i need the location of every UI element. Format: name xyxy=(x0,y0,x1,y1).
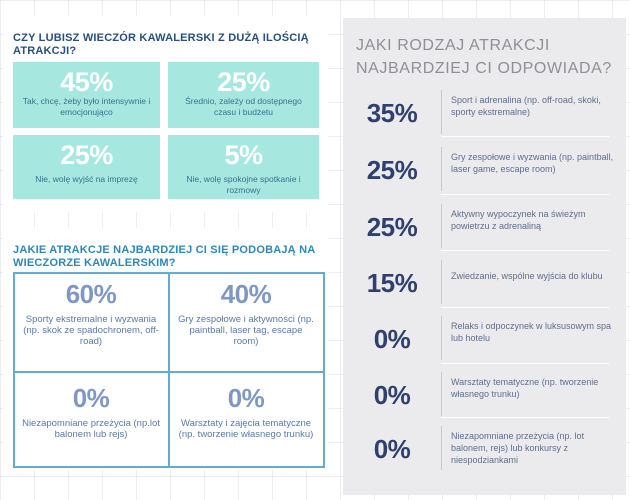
question3-row: 35% Sport i adrenalina (np. off-road, sk… xyxy=(343,90,626,146)
option-percentage: 60% xyxy=(65,279,117,309)
option-percentage: 25% xyxy=(60,140,113,170)
option-label: Średnio, zależy od dostępnego czasu i bu… xyxy=(185,96,302,117)
option-label: Relaks i odpoczynek w luksusowym spa lub… xyxy=(451,321,612,343)
row-divider xyxy=(441,417,609,418)
grid-divider xyxy=(15,371,323,373)
row-divider xyxy=(441,194,609,195)
question3-panel: JAKI RODZAJ ATRAKCJI NAJBARDZIEJ CI ODPO… xyxy=(343,18,626,495)
option-label: Niezapomniane przeżycia (np.lot balonem … xyxy=(22,418,160,440)
question1-panel: CZY LUBISZ WIECZÓR KAWALERSKI Z DUŻĄ ILO… xyxy=(3,16,328,212)
row-separator xyxy=(441,426,442,470)
row-separator xyxy=(441,204,442,248)
option-percentage: 0% xyxy=(373,380,411,410)
option-percentage: 25% xyxy=(366,212,418,242)
row-separator xyxy=(441,316,442,360)
option-label: Zwiedzanie, wspólne wyjścia do klubu xyxy=(451,271,603,281)
question2-option-cell: 0% Warsztaty i zajęcia tematyczne (np. t… xyxy=(170,384,322,440)
option-label: Aktywny wypoczynek na świeżym powietrzu … xyxy=(451,209,586,231)
question1-option-tile: 25% Średnio, zależy od dostępnego czasu … xyxy=(168,62,319,128)
option-percentage: 0% xyxy=(373,434,411,464)
question1-option-tile: 25% Nie, wolę wyjść na imprezę xyxy=(13,135,160,199)
option-percentage: 40% xyxy=(220,279,272,309)
option-label: Nie, wolę spokojne spotkanie i rozmowy xyxy=(186,174,301,195)
question2-option-cell: 0% Niezapomniane przeżycia (np.lot balon… xyxy=(15,384,167,440)
question2-option-cell: 40% Gry zespołowe i aktywności (np. pain… xyxy=(170,280,322,347)
option-percentage: 0% xyxy=(373,324,411,354)
grid-divider xyxy=(168,274,170,466)
question3-row: 25% Aktywny wypoczynek na świeżym powiet… xyxy=(343,204,626,260)
row-divider xyxy=(441,307,609,308)
row-separator xyxy=(441,90,442,134)
row-divider xyxy=(441,136,609,137)
question3-row: 0% Relaks i odpoczynek w luksusowym spa … xyxy=(343,316,626,372)
option-percentage: 0% xyxy=(227,383,265,413)
question3-row: 0% Warsztaty tematyczne (np. tworzenie w… xyxy=(343,372,626,428)
question1-title: CZY LUBISZ WIECZÓR KAWALERSKI Z DUŻĄ ILO… xyxy=(13,32,309,57)
option-label: Warsztaty tematyczne (np. tworzenie włas… xyxy=(451,377,599,399)
option-percentage: 0% xyxy=(72,383,110,413)
option-percentage: 25% xyxy=(217,67,270,97)
question1-option-tile: 45% Tak, chcę, żeby było intensywnie i e… xyxy=(13,62,160,128)
option-percentage: 35% xyxy=(366,98,418,128)
question3-row: 15% Zwiedzanie, wspólne wyjścia do klubu xyxy=(343,260,626,316)
question3-row: 25% Gry zespołowe i wyzwania (np. paintb… xyxy=(343,147,626,203)
question2-grid: 60% Sporty ekstremalne i wyzwania (np. s… xyxy=(13,272,325,468)
option-label: Gry zespołowe i wyzwania (np. paintball,… xyxy=(451,152,614,174)
question3-title: JAKI RODZAJ ATRAKCJI NAJBARDZIEJ CI ODPO… xyxy=(356,37,612,77)
option-percentage: 45% xyxy=(60,67,113,97)
question2-panel: JAKIE ATRAKCJE NAJBARDZIEJ CI SIĘ PODOBA… xyxy=(3,228,328,470)
row-divider xyxy=(441,250,609,251)
option-label: Sporty ekstremalne i wyzwania (np. skok … xyxy=(23,314,159,347)
row-separator xyxy=(441,372,442,416)
option-percentage: 5% xyxy=(224,140,263,170)
option-label: Warsztaty i zajęcia tematyczne (np. twor… xyxy=(178,418,314,440)
option-label: Niezapomniane przeżycia (np. lot balonem… xyxy=(451,431,585,465)
option-label: Tak, chcę, żeby było intensywnie i emocj… xyxy=(22,96,151,117)
option-label: Nie, wolę wyjść na imprezę xyxy=(35,174,138,184)
row-separator xyxy=(441,147,442,191)
question3-row: 0% Niezapomniane przeżycia (np. lot balo… xyxy=(343,426,626,482)
row-separator xyxy=(441,260,442,304)
question2-option-cell: 60% Sporty ekstremalne i wyzwania (np. s… xyxy=(15,280,167,347)
question2-title: JAKIE ATRAKCJE NAJBARDZIEJ CI SIĘ PODOBA… xyxy=(13,244,315,269)
option-percentage: 25% xyxy=(366,155,418,185)
option-label: Gry zespołowe i aktywności (np. paintbal… xyxy=(178,314,314,347)
row-divider xyxy=(441,363,609,364)
option-label: Sport i adrenalina (np. off-road, skoki,… xyxy=(451,95,601,117)
question1-option-tile: 5% Nie, wolę spokojne spotkanie i rozmow… xyxy=(168,135,319,199)
option-percentage: 15% xyxy=(366,268,418,298)
